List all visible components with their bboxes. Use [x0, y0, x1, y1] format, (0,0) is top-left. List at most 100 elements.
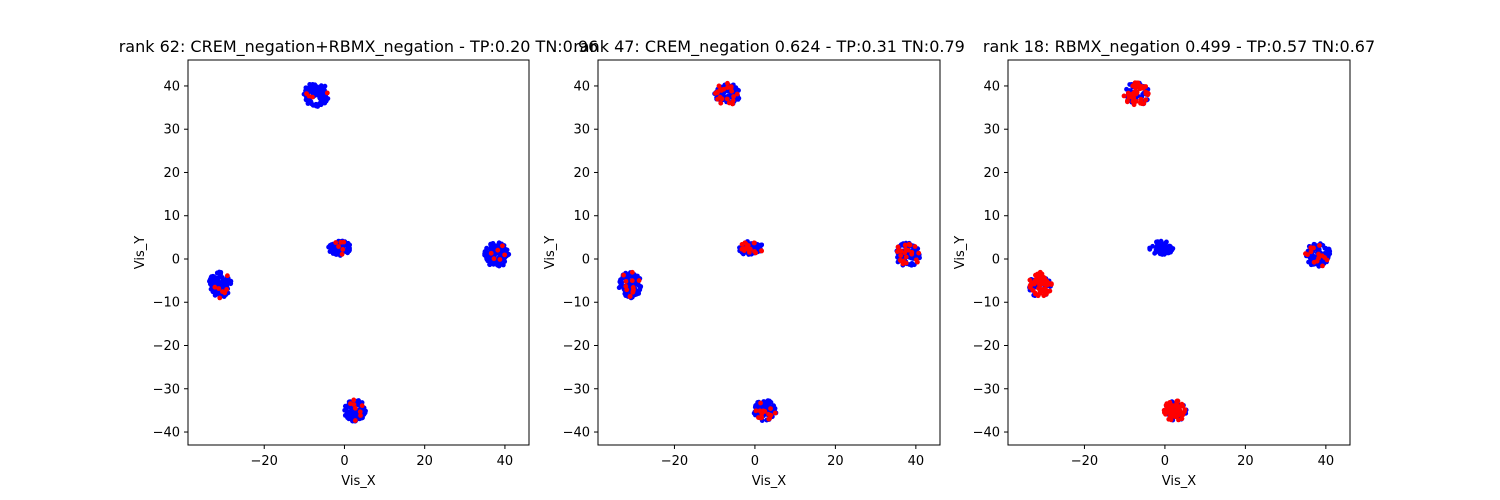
- data-point: [728, 85, 734, 91]
- data-point: [636, 278, 642, 283]
- data-point: [762, 409, 768, 414]
- data-point: [303, 85, 309, 91]
- data-point: [1046, 281, 1052, 286]
- data-point: [207, 278, 213, 283]
- data-point: [218, 274, 224, 280]
- axes-frame: [1007, 59, 1351, 446]
- data-point: [907, 242, 913, 248]
- data-point: [1311, 254, 1317, 259]
- point-group: [207, 82, 512, 424]
- data-point: [898, 258, 904, 264]
- data-point: [715, 89, 720, 95]
- x-tick-label: −20: [1071, 454, 1098, 469]
- data-point: [306, 99, 312, 105]
- y-tick-label: 10: [163, 209, 180, 224]
- data-point: [759, 248, 764, 254]
- data-point: [731, 94, 736, 99]
- data-point: [341, 239, 347, 245]
- data-point: [753, 408, 759, 414]
- x-tick-label: 40: [908, 454, 925, 469]
- data-point: [313, 87, 319, 93]
- data-point: [332, 251, 338, 257]
- data-point: [222, 290, 228, 296]
- data-point: [217, 295, 223, 301]
- data-point: [491, 256, 497, 262]
- data-point: [342, 407, 348, 413]
- y-tick-label: 10: [573, 209, 590, 224]
- data-point: [752, 240, 757, 246]
- data-point: [1320, 263, 1325, 269]
- x-tick-label: 0: [751, 454, 759, 469]
- x-tick-label: 0: [1161, 454, 1169, 469]
- data-point: [359, 403, 365, 409]
- x-tick-label: 40: [497, 454, 514, 469]
- data-point: [768, 406, 773, 411]
- data-point: [497, 257, 503, 262]
- y-tick-label: −20: [973, 339, 1000, 354]
- data-point: [1152, 250, 1158, 256]
- data-point: [339, 251, 345, 257]
- data-point: [1179, 402, 1185, 407]
- data-point: [758, 415, 764, 421]
- data-point: [1323, 246, 1329, 251]
- data-point: [623, 292, 629, 298]
- data-point: [1030, 287, 1036, 293]
- data-point: [772, 410, 778, 416]
- y-tick-label: −10: [153, 296, 180, 311]
- y-axis-label: Vis_Y: [953, 236, 968, 269]
- data-point: [1311, 245, 1316, 251]
- y-tick-label: −30: [153, 382, 180, 397]
- data-point: [1134, 98, 1139, 104]
- data-point: [758, 400, 763, 406]
- data-point: [1121, 93, 1127, 99]
- axes-frame: [187, 59, 530, 446]
- data-point: [623, 278, 629, 284]
- data-point: [912, 244, 918, 249]
- data-point: [1173, 413, 1179, 419]
- data-point: [306, 93, 312, 99]
- data-point: [629, 269, 635, 275]
- y-tick-label: −30: [563, 382, 590, 397]
- data-point: [757, 408, 763, 414]
- data-point: [224, 273, 230, 279]
- data-point: [1035, 273, 1041, 278]
- data-point: [1170, 405, 1176, 410]
- data-point: [495, 247, 501, 253]
- data-point: [495, 262, 500, 268]
- chart-title: rank 18: RBMX_negation 0.499 - TP:0.57 T…: [983, 37, 1375, 57]
- y-tick-label: 40: [983, 79, 1000, 94]
- data-point: [1177, 408, 1183, 413]
- data-point: [1131, 90, 1136, 96]
- data-point: [346, 243, 352, 249]
- y-axis-label: Vis_Y: [543, 236, 558, 269]
- data-point: [1327, 248, 1333, 254]
- data-point: [358, 413, 363, 418]
- data-point: [312, 82, 318, 88]
- data-point: [351, 402, 357, 407]
- data-point: [621, 272, 626, 278]
- data-point: [903, 242, 908, 248]
- data-point: [1170, 246, 1176, 251]
- data-point: [1311, 241, 1317, 247]
- data-point: [903, 254, 909, 260]
- data-point: [634, 291, 640, 297]
- data-point: [768, 412, 774, 418]
- y-tick-label: 20: [163, 166, 180, 181]
- data-point: [719, 96, 725, 102]
- data-point: [487, 261, 493, 267]
- data-point: [1047, 288, 1053, 294]
- data-point: [1316, 251, 1321, 257]
- data-point: [215, 270, 220, 276]
- data-point: [765, 402, 771, 407]
- y-axis-label: Vis_Y: [133, 236, 148, 269]
- data-point: [739, 242, 745, 247]
- data-point: [346, 416, 352, 422]
- data-point: [318, 101, 324, 107]
- data-point: [1311, 259, 1317, 265]
- data-point: [718, 100, 724, 106]
- data-point: [630, 288, 636, 294]
- y-tick-label: −40: [153, 426, 180, 441]
- data-point: [1126, 94, 1132, 100]
- data-point: [1038, 288, 1044, 294]
